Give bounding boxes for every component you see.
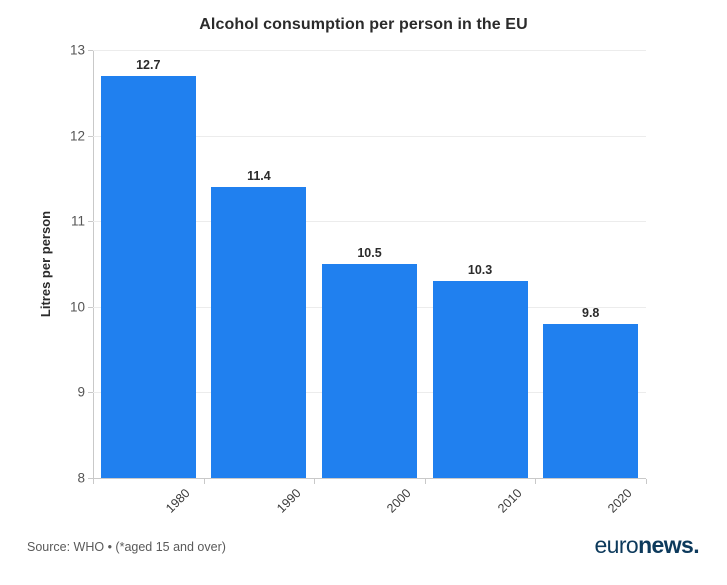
y-axis-tick-label: 12 <box>69 128 85 144</box>
euronews-logo: euronews. <box>594 534 699 557</box>
y-axis-tick-label: 10 <box>69 299 85 315</box>
chart-title: Alcohol consumption per person in the EU <box>199 16 528 33</box>
y-axis-tick-label: 13 <box>69 42 85 58</box>
y-axis-tick <box>88 392 93 394</box>
bar-value-label: 9.8 <box>582 305 600 320</box>
bar[interactable] <box>321 264 418 478</box>
logo-text-light: euro <box>594 532 639 558</box>
x-axis-tick <box>314 479 316 484</box>
source-note: Source: WHO • (*aged 15 and over) <box>27 540 226 554</box>
x-axis-tick-label: 2020 <box>605 486 636 516</box>
y-axis-tick <box>88 221 93 223</box>
y-axis-tick-label: 11 <box>70 213 85 229</box>
x-axis-tick-label: 1980 <box>163 486 193 516</box>
logo-text-bold: news. <box>638 532 700 558</box>
x-axis-line <box>93 478 646 479</box>
gridline <box>93 135 646 137</box>
x-axis-tick-label: 1990 <box>273 486 304 516</box>
y-axis-tick <box>88 50 93 51</box>
bar[interactable] <box>100 75 196 478</box>
x-axis-tick <box>646 479 647 484</box>
x-axis-tick-label: 2000 <box>384 486 414 516</box>
bar-value-label: 10.3 <box>467 263 493 278</box>
x-axis-tick-label: 2010 <box>494 486 525 516</box>
bar-value-label: 12.7 <box>136 57 161 72</box>
y-axis-tick-label: 9 <box>77 384 85 400</box>
y-axis-line <box>93 50 94 478</box>
y-axis-tick <box>88 306 93 308</box>
gridline <box>93 50 646 51</box>
bar[interactable] <box>211 186 307 478</box>
bar[interactable] <box>432 281 528 478</box>
bar[interactable] <box>543 323 639 478</box>
plot-area: 12.7 11.4 10.5 10.3 9.8 <box>88 50 646 479</box>
gridline <box>93 221 646 223</box>
bar-value-label: 10.5 <box>357 246 382 260</box>
y-axis-tick <box>88 478 93 479</box>
x-axis-tick <box>93 479 94 484</box>
x-axis-tick <box>424 479 426 484</box>
bar-value-label: 11.4 <box>247 168 271 183</box>
y-axis-tick <box>88 135 93 137</box>
x-axis-tick <box>535 479 537 484</box>
x-axis-tick <box>203 479 205 484</box>
y-axis-tick-label: 8 <box>77 470 85 486</box>
